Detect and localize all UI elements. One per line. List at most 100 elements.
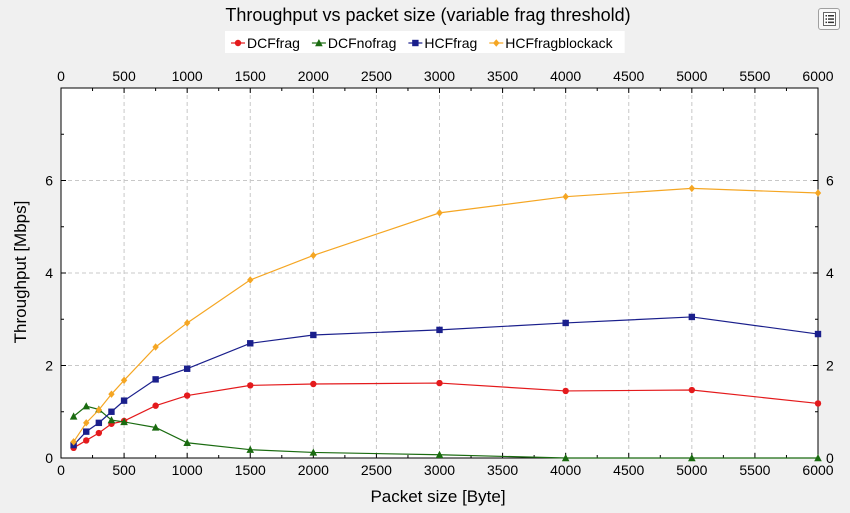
x-tick-label-top: 4500 — [613, 68, 644, 84]
legend-item-dcfnofrag: DCFnofrag — [311, 35, 396, 51]
data-point-hcffrag — [247, 340, 254, 347]
x-tick-label-top: 5000 — [676, 68, 707, 84]
x-tick-label-top: 500 — [112, 68, 136, 84]
data-point-hcffragblockack — [152, 343, 159, 351]
legend-box — [225, 31, 625, 53]
data-point-dcfnofrag — [82, 402, 91, 410]
data-point-hcffrag — [562, 319, 569, 327]
data-point-hcffragblockack — [83, 419, 90, 427]
list-icon — [823, 12, 836, 26]
legend-swatch-marker — [412, 39, 419, 47]
legend-item-dcffrag: DCFfrag — [231, 35, 300, 51]
x-tick-label-bottom: 1500 — [235, 462, 266, 478]
y-tick-label-right: 0 — [826, 450, 834, 466]
x-tick-label-top: 1000 — [172, 68, 203, 84]
x-tick-label-top: 3000 — [424, 68, 455, 84]
data-point-hcffragblockack — [183, 319, 191, 327]
x-tick-label-bottom: 3000 — [424, 462, 455, 478]
x-tick-label-bottom: 500 — [112, 462, 136, 478]
data-point-dcffrag — [247, 382, 254, 389]
data-point-hcffragblockack — [562, 192, 569, 201]
y-tick-label-left: 6 — [45, 173, 53, 189]
x-tick-label-bottom: 2000 — [298, 462, 329, 478]
data-point-dcffrag — [183, 392, 191, 399]
data-point-hcffrag — [310, 331, 317, 339]
legend-swatch-marker — [234, 39, 242, 47]
data-point-dcfnofrag — [107, 416, 116, 424]
x-tick-label-top: 4000 — [550, 68, 581, 84]
legend-label-dcffrag: DCFfrag — [247, 35, 300, 51]
data-point-dcfnofrag — [69, 412, 78, 420]
data-point-dcffrag — [95, 429, 103, 437]
data-point-dcffrag — [688, 386, 696, 394]
data-point-hcffrag — [120, 397, 128, 404]
data-point-hcffragblockack — [120, 376, 128, 384]
x-tick-label-bottom: 4000 — [550, 462, 581, 478]
legend-swatch-marker — [315, 39, 323, 47]
data-point-hcffrag — [152, 376, 159, 383]
legend: DCFfrag DCFnofrag HCFfrag HCFfragblockack — [225, 31, 625, 53]
chart-title: Throughput vs packet size (variable frag… — [225, 5, 630, 25]
x-tick-label-top: 3500 — [487, 68, 518, 84]
data-point-dcfnofrag — [183, 438, 191, 446]
data-point-dcfnofrag — [688, 454, 696, 462]
y-tick-label-right: 2 — [826, 358, 834, 374]
series-hcffrag — [70, 313, 822, 449]
data-point-dcffrag — [152, 402, 159, 409]
y-tick-label-left: 0 — [45, 450, 53, 466]
x-tick-label-top: 2000 — [298, 68, 329, 84]
x-tick-label-top: 6000 — [802, 68, 833, 84]
data-point-dcffrag — [562, 387, 569, 395]
x-tick-label-top: 2500 — [361, 68, 392, 84]
legend-item-hcffragblockack: HCFfragblockack — [489, 35, 614, 51]
legend-label-dcfnofrag: DCFnofrag — [328, 35, 396, 51]
x-tick-label-bottom: 3500 — [487, 462, 518, 478]
data-point-dcfnofrag — [309, 448, 318, 456]
legend-label-hcffragblockack: HCFfragblockack — [505, 35, 613, 51]
data-point-dcffrag — [83, 437, 90, 444]
x-tick-label-bottom: 2500 — [361, 462, 392, 478]
chart-menu-button[interactable] — [818, 8, 840, 30]
axes: 0050050010001000150015002000200025002500… — [45, 68, 834, 478]
x-tick-label-bottom: 0 — [57, 462, 65, 478]
x-tick-label-bottom: 4500 — [613, 462, 644, 478]
x-axis-label: Packet size [Byte] — [370, 487, 505, 506]
x-tick-label-bottom: 5500 — [739, 462, 770, 478]
grid — [61, 88, 818, 458]
data-point-dcffrag — [814, 400, 822, 407]
data-point-hcffrag — [183, 365, 191, 372]
data-point-dcffrag — [310, 380, 317, 388]
y-tick-label-left: 2 — [45, 358, 53, 374]
data-point-dcfnofrag — [561, 454, 570, 462]
data-point-hcffrag — [436, 326, 443, 334]
data-point-dcfnofrag — [151, 423, 160, 431]
data-point-dcfnofrag — [120, 417, 128, 426]
y-tick-label-right: 6 — [826, 173, 834, 189]
data-point-dcffrag — [436, 379, 443, 387]
x-tick-label-top: 0 — [57, 68, 65, 84]
data-point-hcffragblockack — [247, 276, 254, 284]
y-axis-label: Throughput [Mbps] — [11, 201, 30, 344]
data-point-hcffrag — [108, 408, 115, 415]
data-point-dcfnofrag — [435, 450, 444, 458]
data-point-dcfnofrag — [246, 445, 255, 453]
series-layer — [69, 184, 822, 462]
data-point-hcffragblockack — [310, 251, 317, 260]
legend-swatch-marker — [493, 39, 500, 47]
data-point-hcffragblockack — [70, 438, 77, 446]
data-point-hcffragblockack — [814, 189, 822, 197]
legend-label-hcffrag: HCFfrag — [424, 35, 477, 51]
x-tick-label-bottom: 1000 — [172, 462, 203, 478]
y-tick-label-left: 4 — [45, 265, 53, 281]
x-tick-label-top: 1500 — [235, 68, 266, 84]
data-point-dcfnofrag — [814, 454, 822, 462]
data-point-hcffrag — [95, 419, 103, 427]
data-point-hcffragblockack — [688, 184, 696, 193]
x-tick-label-top: 5500 — [739, 68, 770, 84]
data-point-hcffragblockack — [95, 406, 103, 414]
data-point-hcffragblockack — [108, 390, 115, 398]
y-tick-label-right: 4 — [826, 265, 834, 281]
data-point-hcffragblockack — [436, 209, 443, 217]
x-tick-label-bottom: 6000 — [802, 462, 833, 478]
